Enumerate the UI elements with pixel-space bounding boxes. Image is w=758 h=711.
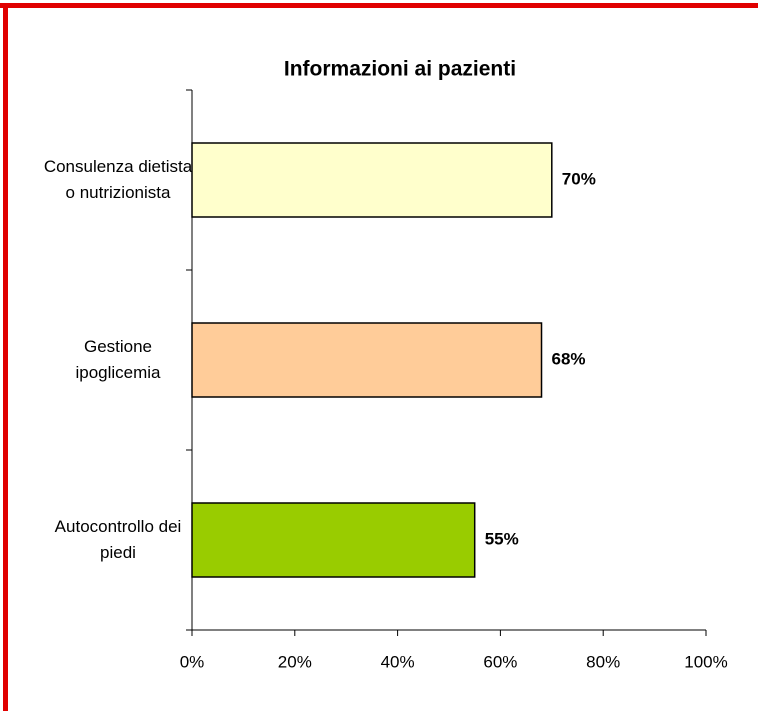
y-tick-label: Autocontrollo dei piedi [54,517,182,562]
data-label: 55% [485,529,519,548]
x-tick-label: 100% [684,652,727,671]
frame-top [0,3,758,8]
x-tick-label: 20% [278,652,312,671]
y-tick-label: Gestione ipoglicemia [75,337,161,382]
data-label: 68% [552,349,586,368]
x-tick-label: 0% [180,652,205,671]
frame-left [3,3,8,711]
bar [191,502,476,578]
x-tick-label: 60% [483,652,517,671]
bar [191,322,543,398]
chart-title: Informazioni ai pazienti [284,58,516,81]
data-label: 70% [562,169,596,188]
bar [191,142,553,218]
y-tick-label: Consulenza dietista o nutrizionista [43,157,193,202]
x-tick-label: 80% [586,652,620,671]
x-tick-label: 40% [381,652,415,671]
